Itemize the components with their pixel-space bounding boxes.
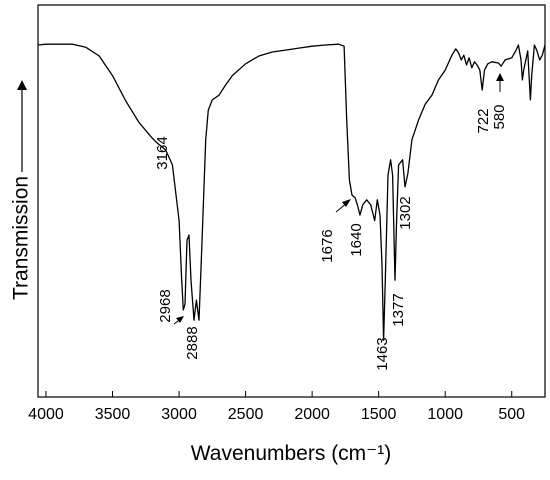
peak-label: 1640: [348, 223, 365, 256]
y-axis-arrowhead: [17, 80, 27, 90]
peak-label: 580: [491, 104, 508, 129]
spectrum-line: [37, 43, 546, 341]
peak-label: 2888: [184, 326, 201, 359]
x-tick-label: 2000: [294, 406, 330, 423]
x-tick-label: 1000: [427, 406, 463, 423]
annotation-arrows: [173, 73, 504, 325]
arrowhead: [342, 199, 351, 207]
x-tick-label: 1500: [361, 406, 397, 423]
x-tick-label: 2500: [228, 406, 264, 423]
arrowhead: [496, 73, 504, 81]
arrowhead: [176, 316, 184, 323]
peak-label: 1302: [397, 196, 414, 229]
x-tick-label: 4000: [28, 406, 64, 423]
plot-frame: [37, 4, 546, 398]
peak-label: 722: [475, 108, 492, 133]
x-tick-label: 500: [498, 406, 525, 423]
x-tick-label: 3500: [95, 406, 131, 423]
x-axis-label: Wavenumbers (cm⁻¹): [191, 442, 392, 465]
x-tick-label: 3000: [161, 406, 197, 423]
peak-label: 1377: [390, 293, 407, 326]
peak-label: 3164: [154, 136, 171, 169]
peak-label: 1676: [319, 229, 336, 262]
peak-label: 2968: [157, 289, 174, 322]
peak-label: 1463: [374, 337, 391, 370]
y-axis-label: Transmission: [10, 176, 33, 300]
